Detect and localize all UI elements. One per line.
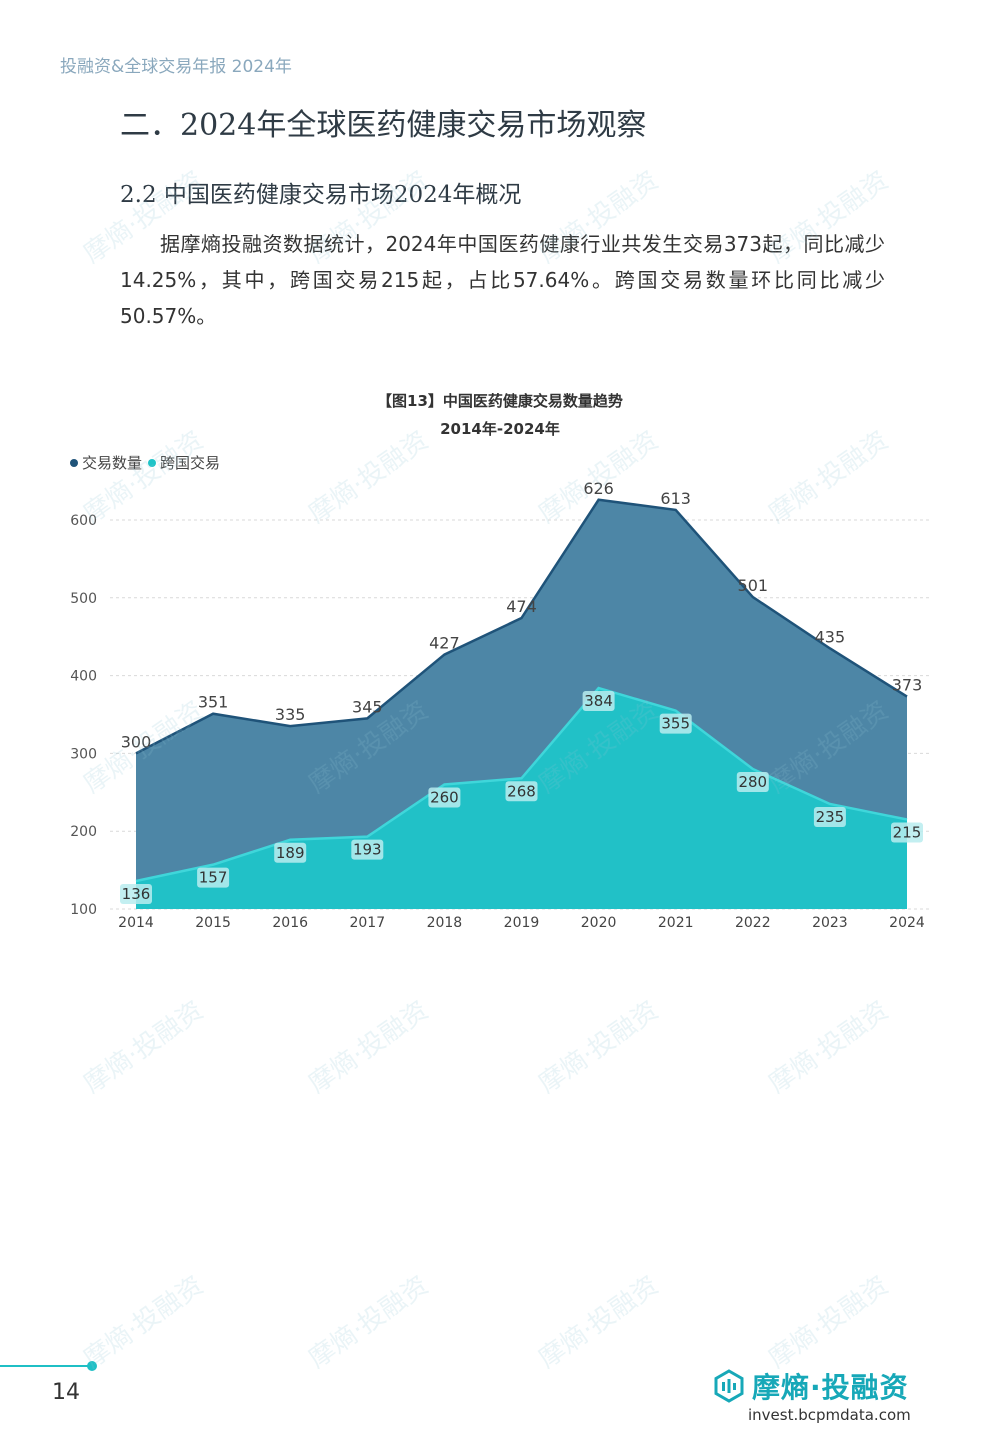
x-tick-label: 2020 — [581, 915, 617, 931]
data-label-total: 335 — [275, 705, 306, 724]
watermark-text: 摩熵·投融资 — [533, 1270, 664, 1375]
y-tick-label: 300 — [70, 746, 97, 762]
data-label-cross-border: 215 — [893, 824, 922, 842]
data-label-cross-border: 189 — [276, 844, 305, 862]
series-line — [135, 498, 908, 755]
data-label-box — [428, 787, 461, 808]
data-label-box — [891, 822, 923, 843]
data-label-total: 474 — [506, 597, 537, 616]
data-label-box — [736, 771, 769, 792]
footer-line — [0, 1365, 90, 1367]
y-tick-label: 200 — [70, 824, 97, 840]
legend-item-cross-border: 跨国交易 — [148, 452, 220, 473]
x-tick-label: 2023 — [812, 915, 848, 931]
data-label-cross-border: 157 — [199, 869, 228, 887]
hexagon-bars-icon — [714, 1369, 744, 1403]
data-label-cross-border: 280 — [738, 773, 767, 791]
data-label-cross-border: 136 — [122, 885, 151, 903]
series-line — [135, 686, 908, 883]
watermark-text: 摩熵·投融资 — [78, 1270, 209, 1375]
x-tick-label: 2019 — [504, 915, 540, 931]
data-label-total: 351 — [198, 693, 229, 712]
y-tick-label: 500 — [70, 591, 97, 607]
watermark-text: 摩熵·投融资 — [78, 995, 209, 1100]
data-label-box — [351, 839, 384, 860]
data-label-cross-border: 193 — [353, 841, 382, 859]
watermark-text: 摩熵·投融资 — [533, 995, 664, 1100]
data-label-total: 427 — [429, 634, 460, 653]
watermark-text: 摩熵·投融资 — [763, 1270, 894, 1375]
body-paragraph: 据摩熵投融资数据统计，2024年中国医药健康行业共发生交易373起，同比减少14… — [120, 232, 885, 328]
x-tick-label: 2015 — [195, 915, 231, 931]
y-tick-label: 100 — [70, 902, 97, 918]
watermark-text: 摩熵·投融资 — [763, 995, 894, 1100]
brand-logo: 摩熵·投融资 — [712, 1366, 909, 1406]
x-tick-label: 2014 — [118, 915, 154, 931]
legend-dot-icon — [70, 458, 78, 467]
watermark-text: 摩熵·投融资 — [303, 995, 434, 1100]
legend-label: 交易数量 — [82, 454, 143, 472]
x-tick-label: 2021 — [658, 915, 694, 931]
data-label-box — [197, 867, 230, 888]
figure-subtitle: 2014年-2024年 — [440, 420, 560, 438]
logo-text: 摩熵·投融资 — [752, 1371, 909, 1404]
data-label-total: 501 — [738, 576, 769, 595]
data-label-total: 345 — [352, 697, 383, 716]
data-label-cross-border: 355 — [661, 715, 690, 733]
legend-dot-icon — [148, 458, 157, 467]
data-label-box — [274, 842, 307, 863]
x-tick-label: 2017 — [349, 915, 385, 931]
figure-title: 【图13】中国医药健康交易数量趋势 — [377, 392, 623, 410]
watermark-text: 摩熵·投融资 — [303, 1270, 434, 1375]
x-tick-label: 2016 — [272, 915, 308, 931]
data-label-box — [659, 713, 692, 734]
section-title: 二．2024年全球医药健康交易市场观察 — [120, 108, 647, 143]
data-label-box — [120, 883, 152, 904]
x-tick-label: 2018 — [427, 915, 463, 931]
x-tick-label: 2024 — [889, 915, 925, 931]
data-label-box — [582, 691, 615, 712]
x-tick-label: 2022 — [735, 915, 771, 931]
section-subtitle: 2.2 中国医药健康交易市场2024年概况 — [120, 182, 522, 208]
chart-legend: 交易数量 跨国交易 — [70, 452, 220, 473]
data-label-cross-border: 384 — [584, 692, 613, 710]
data-label-cross-border: 260 — [430, 789, 459, 807]
y-tick-label: 600 — [70, 513, 97, 529]
data-label-box — [813, 806, 846, 827]
legend-label: 跨国交易 — [160, 454, 221, 472]
data-label-total: 300 — [121, 732, 152, 751]
data-label-total: 373 — [892, 676, 923, 695]
data-label-cross-border: 268 — [507, 782, 536, 800]
area-chart: 100 200 300 400 500 600 300 351 335 345 427 474 626 6… — [70, 479, 930, 931]
legend-item-total: 交易数量 — [70, 452, 142, 473]
data-label-total: 435 — [815, 627, 846, 646]
data-label-total: 613 — [660, 489, 691, 508]
data-label-total: 626 — [583, 479, 614, 498]
report-header: 投融资&全球交易年报 2024年 — [60, 57, 292, 77]
data-label-cross-border: 235 — [816, 808, 845, 826]
y-tick-label: 400 — [70, 669, 97, 685]
data-label-box — [505, 781, 538, 802]
footer-url: invest.bcpmdata.com — [748, 1406, 911, 1424]
footer-dot — [87, 1361, 97, 1371]
page-number: 14 — [52, 1380, 80, 1405]
